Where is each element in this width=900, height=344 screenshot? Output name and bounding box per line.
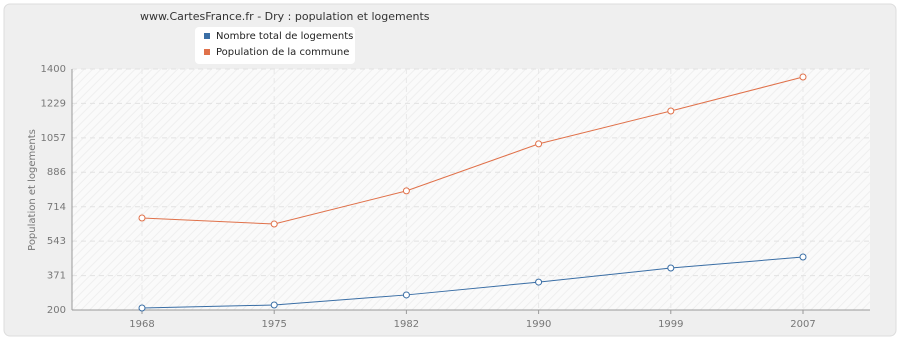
data-point (667, 264, 675, 272)
data-point (270, 220, 278, 228)
x-tick-label: 1968 (129, 319, 154, 330)
y-tick-label: 1229 (41, 98, 66, 109)
data-point (270, 301, 278, 309)
y-tick-label: 543 (47, 236, 66, 247)
legend (195, 27, 355, 64)
y-tick-label: 371 (47, 271, 66, 282)
legend-label: Nombre total de logements (216, 31, 353, 42)
data-point (402, 291, 410, 299)
series-line (141, 76, 804, 225)
y-tick-label: 886 (47, 167, 66, 178)
legend-swatch (204, 33, 210, 39)
y-tick-label: 200 (47, 305, 66, 316)
data-point (535, 278, 543, 286)
y-axis-label: Population et logements (27, 129, 38, 251)
legend-swatch (204, 49, 210, 55)
data-point (667, 107, 675, 115)
legend-label: Population de la commune (216, 47, 349, 58)
x-tick-label: 1975 (261, 319, 286, 330)
y-tick-label: 714 (47, 202, 66, 213)
y-tick-label: 1400 (41, 64, 66, 75)
series-line (141, 256, 804, 309)
x-tick-label: 2007 (790, 319, 815, 330)
data-point (138, 304, 146, 312)
chart-title: www.CartesFrance.fr - Dry : population e… (140, 10, 430, 23)
x-tick-label: 1990 (526, 319, 551, 330)
data-point (138, 214, 146, 222)
data-point (799, 73, 807, 81)
y-tick-label: 1057 (41, 133, 66, 144)
data-point (535, 140, 543, 148)
x-tick-label: 1982 (394, 319, 419, 330)
x-tick-label: 1999 (658, 319, 683, 330)
data-point (402, 187, 410, 195)
data-point (799, 253, 807, 261)
plot-area (72, 69, 870, 310)
